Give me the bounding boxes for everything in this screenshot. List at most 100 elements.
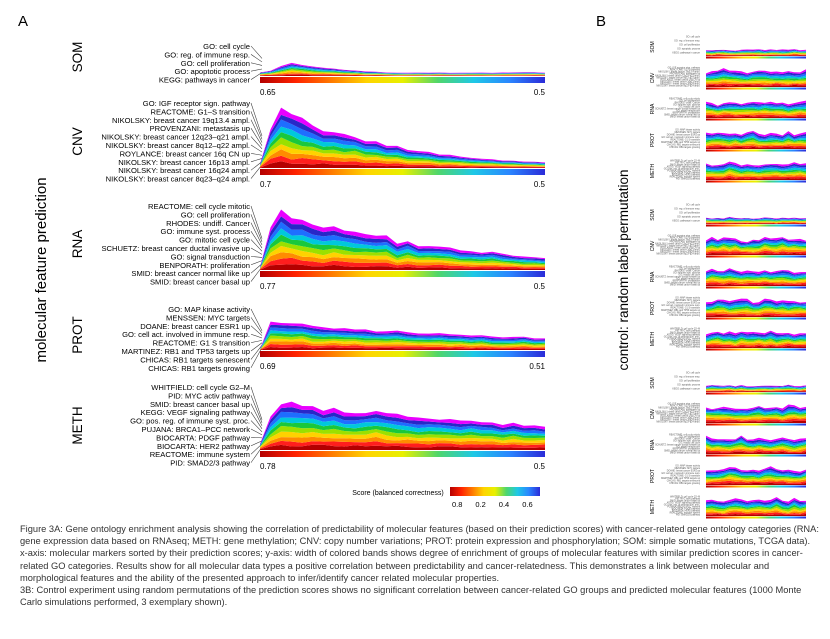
control-band bbox=[706, 333, 806, 339]
control-score-strip bbox=[706, 286, 806, 289]
control-term-label: KEGG: VEGF signaling pathway bbox=[667, 502, 701, 505]
go-term-label: SMID: breast cancer basal up bbox=[150, 278, 250, 287]
leader-line bbox=[250, 119, 263, 143]
enrichment-band bbox=[260, 66, 545, 75]
score-strip bbox=[260, 451, 545, 457]
control-term-label: SMID: breast cancer basal up bbox=[670, 284, 701, 287]
control-band bbox=[706, 105, 806, 111]
control-term-label: NIKOLSKY: breast cancer 8q23–q24 ampl. bbox=[656, 253, 700, 256]
control-datatype-label: SOM bbox=[650, 41, 656, 52]
control-term-label: KEGG: pathways in cancer bbox=[672, 388, 700, 391]
control-band bbox=[706, 303, 806, 310]
control-term-label: PROVENZANI: metastasis up bbox=[670, 241, 701, 244]
control-term-label: NIKOLSKY: breast cancer 16q24 ampl. bbox=[660, 419, 700, 422]
control-band bbox=[706, 109, 806, 114]
control-datatype-label: SOM bbox=[650, 377, 656, 388]
control-term-label: GO: cell proliferation bbox=[679, 100, 701, 103]
control-term-label: GO: signal transduction bbox=[676, 278, 701, 281]
go-term-label: MARTINEZ: RB1 and TP53 targets up bbox=[122, 347, 250, 356]
control-term-label: NIKOLSKY: breast cancer 12q23–q21 ampl. bbox=[655, 411, 700, 414]
go-term-label: REACTOME: cell cycle mitotic bbox=[148, 202, 250, 211]
control-band bbox=[706, 248, 806, 253]
leader-line bbox=[250, 340, 263, 343]
datatype-label: PROT bbox=[70, 316, 85, 354]
go-term-label: SMID: breast cancer basal up bbox=[150, 400, 250, 409]
control-band bbox=[706, 309, 806, 313]
control-term-label: DOANE: breast cancer ESR1 up bbox=[667, 134, 701, 137]
go-term-label: GO: cell act. involved in immune resp. bbox=[122, 330, 250, 339]
control-band bbox=[706, 169, 806, 175]
score-strip bbox=[260, 271, 545, 277]
leader-line bbox=[250, 111, 263, 140]
control-term-label: REACTOME: cell cycle mitotic bbox=[669, 266, 701, 269]
control-band bbox=[706, 52, 806, 55]
control-term-label: GO: IGF receptor sign. pathway bbox=[668, 67, 701, 70]
go-term-label: NIKOLSKY: breast cancer 8q12–q22 ampl. bbox=[106, 141, 250, 150]
control-term-label: SMID: breast cancer basal up bbox=[670, 116, 701, 119]
control-band bbox=[706, 135, 806, 142]
control-term-label: GO: reg. of immune resp. bbox=[674, 208, 700, 211]
control-band bbox=[706, 252, 806, 255]
control-band bbox=[706, 131, 806, 137]
control-band bbox=[706, 78, 806, 82]
control-term-label: PID: SMAD2/3 pathway bbox=[676, 178, 701, 181]
control-band bbox=[706, 314, 806, 317]
control-band bbox=[706, 451, 806, 454]
control-band bbox=[706, 166, 806, 172]
control-band bbox=[706, 133, 806, 141]
control-score-strip bbox=[706, 255, 806, 258]
go-term-label: GO: IGF receptor sign. pathway bbox=[143, 99, 250, 108]
control-band bbox=[706, 311, 806, 315]
leader-line bbox=[250, 239, 263, 252]
control-band bbox=[706, 342, 806, 346]
enrichment-band bbox=[260, 417, 545, 447]
control-band bbox=[706, 79, 806, 84]
leader-line bbox=[250, 440, 263, 447]
control-term-label: PUJANA: BRCA1–PCC network bbox=[667, 170, 701, 173]
control-score-strip bbox=[706, 149, 806, 152]
enrichment-band bbox=[260, 119, 545, 166]
enrichment-band bbox=[260, 426, 545, 447]
control-term-label: BIOCARTA: HER2 pathway bbox=[672, 342, 701, 345]
control-score-strip bbox=[706, 87, 806, 90]
control-band bbox=[706, 386, 806, 389]
control-term-label: PUJANA: BRCA1–PCC network bbox=[667, 338, 701, 341]
control-term-label: GO: cell proliferation bbox=[679, 212, 701, 215]
leader-line bbox=[250, 403, 263, 426]
x-start-label: 0.78 bbox=[260, 462, 276, 471]
control-band bbox=[706, 384, 806, 387]
control-band bbox=[706, 269, 806, 276]
control-term-label: CHICAS: RB1 targets senescent bbox=[667, 312, 701, 315]
control-band bbox=[706, 271, 806, 277]
enrichment-band bbox=[260, 347, 545, 350]
enrichment-band bbox=[260, 335, 545, 350]
control-term-label: BENPORATH: proliferation bbox=[673, 112, 701, 115]
control-term-label: SCHUETZ: breast cancer ductal invasive u… bbox=[655, 444, 701, 447]
control-term-label: PID: SMAD2/3 pathway bbox=[676, 346, 701, 349]
control-band bbox=[706, 283, 806, 286]
datatype-label: SOM bbox=[70, 42, 85, 73]
enrichment-band bbox=[260, 64, 545, 74]
control-band bbox=[706, 168, 806, 174]
control-term-label: MARTINEZ: RB1 and TP53 targets up bbox=[661, 477, 701, 480]
go-term-label: GO: cell cycle bbox=[203, 42, 250, 51]
control-term-label: GO: apoptotic process bbox=[677, 216, 701, 219]
go-term-label: BENPORATH: proliferation bbox=[159, 261, 250, 270]
control-score-strip bbox=[706, 516, 806, 519]
enrichment-band bbox=[260, 440, 545, 450]
control-band bbox=[706, 418, 806, 422]
caption-3b: 3B: Control experiment using random perm… bbox=[20, 585, 802, 608]
control-band bbox=[706, 68, 806, 75]
leader-line bbox=[250, 54, 263, 63]
control-band bbox=[706, 345, 806, 348]
control-term-label: NIKOLSKY: breast cancer 16p13 ampl. bbox=[660, 81, 700, 84]
enrichment-band bbox=[260, 70, 545, 76]
control-term-label: KEGG: pathways in cancer bbox=[672, 52, 700, 55]
control-term-label: SCHUETZ: breast cancer ductal invasive u… bbox=[655, 276, 701, 279]
control-term-label: NIKOLSKY: breast cancer 19q13.4 ampl. bbox=[658, 407, 700, 410]
colorbar-tick: 0.4 bbox=[499, 500, 509, 509]
go-term-label: REACTOME: G1 S transition bbox=[153, 339, 250, 348]
